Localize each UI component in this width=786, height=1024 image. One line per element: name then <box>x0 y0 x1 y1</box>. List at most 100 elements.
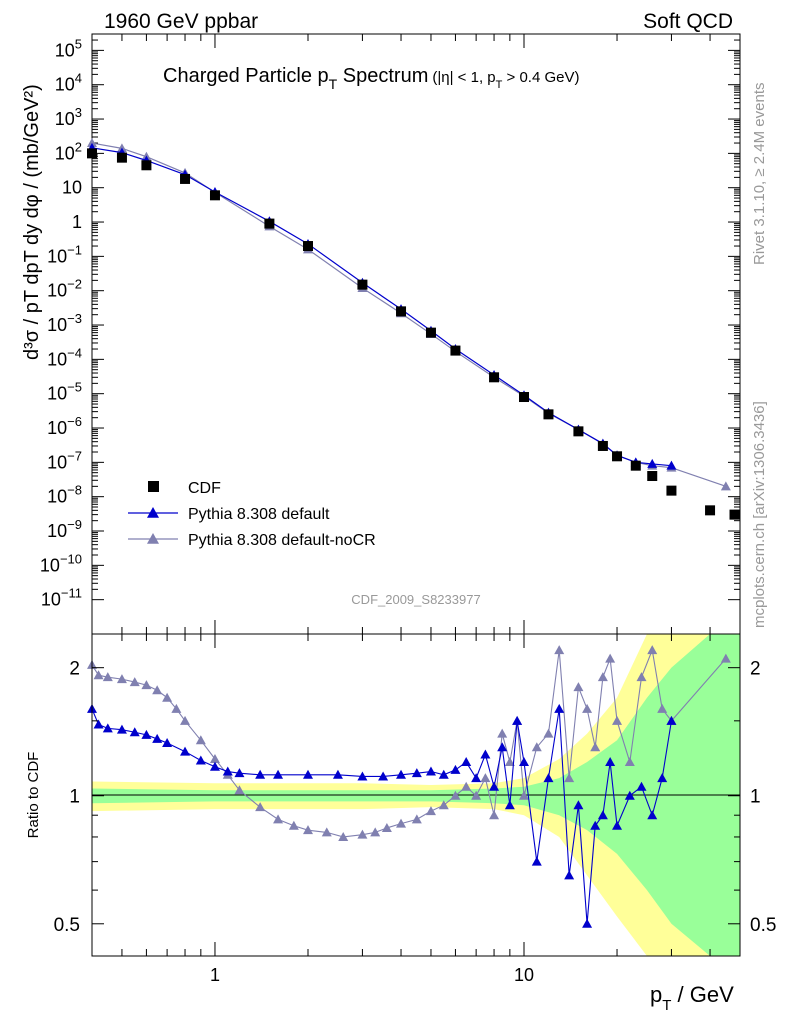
category-label: Soft QCD <box>643 10 733 33</box>
ratio-point <box>573 800 584 810</box>
ratio-point <box>564 773 575 783</box>
ratio-point <box>222 766 233 776</box>
y-tick-label: 10−2 <box>47 277 82 301</box>
ratio-point <box>504 757 515 767</box>
y-tick-label: 10−11 <box>41 586 82 610</box>
data-point <box>666 460 677 470</box>
y-tick-label: 10 <box>62 178 82 198</box>
ratio-point <box>152 685 163 695</box>
data-point <box>396 306 407 317</box>
ratio-point <box>411 768 422 778</box>
ratio-point <box>381 822 392 832</box>
ratio-point <box>209 753 220 763</box>
ratio-frame <box>91 633 741 957</box>
y-tick-label: 102 <box>55 139 82 163</box>
ratio-point <box>152 733 163 743</box>
y-tick-label: 10−10 <box>40 551 82 575</box>
y-tick-label: 1 <box>72 212 82 232</box>
ratio-point <box>624 790 635 800</box>
ratio-point <box>102 672 113 682</box>
ratio-point <box>102 723 113 733</box>
ratio-point <box>564 870 575 880</box>
ratio-point <box>438 769 449 779</box>
ratio-point <box>273 814 284 824</box>
data-point <box>666 485 677 496</box>
ratio-point <box>489 810 500 820</box>
ratio-point <box>116 674 127 684</box>
ratio-point <box>338 831 349 841</box>
ratio-point <box>141 680 152 690</box>
analysis-label: CDF_2009_S8233977 <box>351 592 480 607</box>
main-y-axis: 10510410310210110−110−210−310−410−510−61… <box>40 36 740 610</box>
main-title: Charged Particle pT Spectrum (|η| < 1, pT… <box>163 65 579 92</box>
ratio-point <box>357 829 368 839</box>
ratio-y-tick-label: 0.5 <box>54 915 80 936</box>
y-tick-label: 105 <box>55 36 82 60</box>
ratio-point <box>519 757 529 767</box>
ratio-point <box>303 825 313 835</box>
data-point <box>180 173 191 184</box>
ratio-point <box>489 781 500 791</box>
ratio-point <box>438 800 449 810</box>
ratio-point <box>471 773 482 783</box>
y-tick-label: 10−6 <box>47 414 82 438</box>
legend-marker <box>147 533 159 544</box>
data-point <box>87 138 97 148</box>
ratio-point <box>554 703 565 713</box>
y-tick-label: 10−9 <box>47 517 82 541</box>
data-point <box>116 152 127 163</box>
ratio-y-axis-label: Ratio to CDF <box>25 752 42 839</box>
ratio-point <box>590 820 601 830</box>
ratio-point <box>195 755 206 765</box>
data-point <box>630 460 641 471</box>
legend-label: Pythia 8.308 default-noCR <box>188 532 376 549</box>
y-tick-label: 10−3 <box>47 311 82 335</box>
ratio-point <box>720 653 731 663</box>
ratio-point <box>180 715 191 725</box>
ratio-point <box>378 771 389 781</box>
data-point <box>209 190 220 201</box>
main-x-axis <box>91 34 741 634</box>
ratio-line <box>91 648 727 838</box>
main-y-axis-label: d³σ / pT dpT dy dφ / (mb/GeV²) <box>21 84 43 360</box>
ratio-point <box>209 761 220 771</box>
ratio-point <box>480 773 491 783</box>
ratio-series <box>87 645 731 928</box>
ratio-point <box>303 769 313 779</box>
ratio-point <box>461 757 472 767</box>
y-tick-label: 10−5 <box>47 380 82 404</box>
main-panel: Charged Particle pT Spectrum (|η| < 1, pT… <box>40 33 741 635</box>
mcplots-label: mcplots.cern.ch [arXiv:1306.3436] <box>751 401 768 628</box>
ratio-point <box>273 769 284 779</box>
ratio-point <box>471 790 482 800</box>
ratio-point <box>636 672 647 682</box>
data-point <box>573 426 584 437</box>
data-point <box>450 345 461 356</box>
ratio-point <box>411 814 422 824</box>
ratio-y-tick-label: 2 <box>69 659 80 680</box>
ratio-point <box>597 672 608 682</box>
ratio-point <box>504 800 515 810</box>
ratio-point <box>234 768 245 778</box>
ratio-point <box>180 746 191 756</box>
ratio-y-tick-label-right: 1 <box>750 787 761 808</box>
ratio-point <box>255 802 266 812</box>
data-point <box>519 392 529 403</box>
data-point <box>141 160 152 171</box>
ratio-axes: 1 10 2 2 1 1 0.5 0.5 <box>54 634 776 985</box>
main-series <box>87 138 740 520</box>
ratio-y-tick-label-right: 0.5 <box>750 915 776 936</box>
ratio-point <box>543 773 554 783</box>
ratio-point <box>512 715 523 725</box>
ratio-point <box>396 769 407 779</box>
x-tick-label: 1 <box>210 965 220 985</box>
data-point <box>597 440 608 451</box>
ratio-point <box>531 742 542 752</box>
ratio-point <box>396 818 407 828</box>
rivet-version-label: Rivet 3.1.10, ≥ 2.4M events <box>751 83 768 266</box>
data-point <box>647 471 658 482</box>
ratio-panel: 1 10 2 2 1 1 0.5 0.5 <box>54 633 776 985</box>
ratio-point <box>647 810 658 820</box>
data-point <box>264 218 275 229</box>
y-tick-label: 103 <box>55 105 82 129</box>
